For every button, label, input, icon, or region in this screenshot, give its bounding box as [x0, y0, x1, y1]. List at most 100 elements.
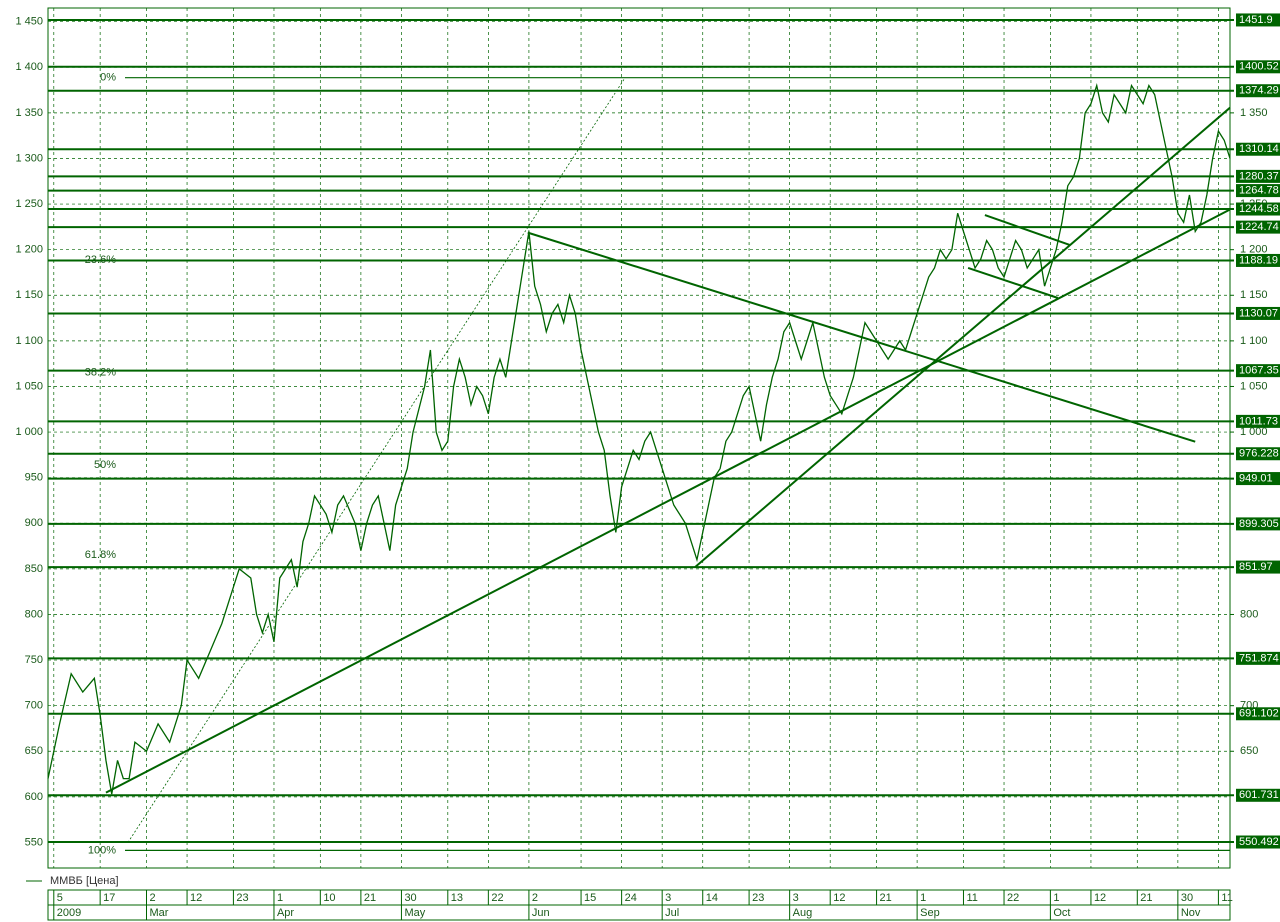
month-label: 2009	[57, 907, 81, 919]
x-tick-label: 10	[323, 892, 335, 904]
fib-label: 0%	[100, 72, 116, 84]
level-box	[1236, 835, 1280, 849]
y-tick-label: 1 050	[15, 380, 43, 392]
month-label: May	[404, 907, 425, 919]
y2-tick-label: 1 100	[1240, 335, 1268, 347]
y-tick-label: 1 250	[15, 198, 43, 210]
level-box	[1236, 472, 1280, 486]
legend-label: ММВБ [Цена]	[50, 875, 119, 887]
month-label: Nov	[1181, 907, 1201, 919]
x-tick-label: 21	[364, 892, 376, 904]
y2-tick-label: 1 150	[1240, 289, 1268, 301]
y2-tick-label: 1 050	[1240, 380, 1268, 392]
level-label: 1130.07	[1239, 307, 1278, 319]
month-label: Jul	[665, 907, 679, 919]
level-label: 1310.14	[1239, 143, 1279, 155]
y-tick-label: 700	[25, 700, 43, 712]
y2-tick-label: 1 000	[1240, 426, 1268, 438]
level-label: 1244.58	[1239, 203, 1279, 215]
x-tick-label: 2	[150, 892, 156, 904]
level-box	[1236, 447, 1280, 461]
level-label: 751.874	[1239, 652, 1279, 664]
level-box	[1236, 788, 1280, 802]
fib-label: 61.8%	[85, 549, 116, 561]
y-tick-label: 1 350	[15, 107, 43, 119]
level-label: 1280.37	[1239, 170, 1279, 182]
trend-line	[967, 266, 1059, 299]
level-label: 1374.29	[1239, 85, 1279, 97]
level-box	[1236, 651, 1280, 665]
level-box	[1236, 517, 1280, 531]
month-label: Jun	[532, 907, 550, 919]
y-tick-label: 750	[25, 654, 43, 666]
x-tick-label: 1	[277, 892, 283, 904]
x-tick-label: 21	[1140, 892, 1152, 904]
fib-label: 23.6%	[85, 254, 116, 266]
x-tick-label: 11	[966, 892, 977, 904]
y-tick-label: 600	[25, 791, 43, 803]
x-tick-label: 23	[236, 892, 248, 904]
level-box	[1236, 202, 1280, 216]
x-tick-label: 5	[57, 892, 63, 904]
y-tick-label: 1 450	[15, 16, 43, 28]
level-box	[1236, 84, 1280, 98]
month-label: Aug	[793, 907, 813, 919]
y-tick-label: 950	[25, 472, 43, 484]
trend-line	[694, 106, 1231, 568]
y-tick-label: 1 000	[15, 426, 43, 438]
level-box	[1236, 60, 1280, 74]
month-label: Apr	[277, 907, 294, 919]
x-tick-label: 24	[625, 892, 637, 904]
x-tick-label: 14	[706, 892, 718, 904]
level-label: 1011.73	[1239, 415, 1278, 427]
trend-line	[105, 208, 1231, 794]
level-label: 691.102	[1239, 708, 1279, 720]
level-box	[1236, 142, 1280, 156]
level-box	[1236, 560, 1280, 574]
level-box	[1236, 169, 1280, 183]
level-box	[1236, 184, 1280, 198]
x-tick-label: 12	[833, 892, 845, 904]
y-tick-label: 1 300	[15, 152, 43, 164]
level-label: 1224.74	[1239, 221, 1279, 233]
fib-label: 50%	[94, 459, 116, 471]
level-box	[1236, 364, 1280, 378]
price-line	[47, 82, 1231, 795]
y-tick-label: 900	[25, 517, 43, 529]
x-tick-label: 2	[532, 892, 538, 904]
y2-tick-label: 1 200	[1240, 244, 1268, 256]
y-tick-label: 1 200	[15, 244, 43, 256]
y2-tick-label: 1 350	[1240, 107, 1268, 119]
fib-label: 100%	[88, 844, 116, 856]
x-tick-label: 13	[451, 892, 463, 904]
y2-tick-label: 650	[1240, 745, 1258, 757]
x-tick-label: 22	[491, 892, 503, 904]
level-box	[1236, 306, 1280, 320]
x-tick-label: 11	[1221, 892, 1232, 904]
y2-tick-label: 800	[1240, 608, 1258, 620]
x-tick-label: 15	[584, 892, 596, 904]
x-tick-label: 17	[103, 892, 115, 904]
x-tick-label: 22	[1007, 892, 1019, 904]
level-label: 1067.35	[1239, 365, 1279, 377]
level-label: 550.492	[1239, 836, 1279, 848]
month-label: Sep	[920, 907, 940, 919]
level-label: 976.228	[1239, 448, 1279, 460]
y-tick-label: 800	[25, 608, 43, 620]
level-box	[1236, 707, 1280, 721]
x-tick-label: 12	[190, 892, 202, 904]
fib-trend	[127, 77, 626, 843]
x-tick-label: 30	[1181, 892, 1193, 904]
level-box	[1236, 253, 1280, 267]
level-label: 949.01	[1239, 472, 1273, 484]
y-tick-label: 1 150	[15, 289, 43, 301]
x-tick-label: 23	[752, 892, 764, 904]
level-box	[1236, 13, 1280, 27]
level-label: 1451.9	[1239, 14, 1273, 26]
level-label: 1188.19	[1239, 254, 1278, 266]
trend-line	[984, 214, 1071, 247]
x-tick-label: 21	[880, 892, 892, 904]
x-tick-label: 12	[1094, 892, 1106, 904]
